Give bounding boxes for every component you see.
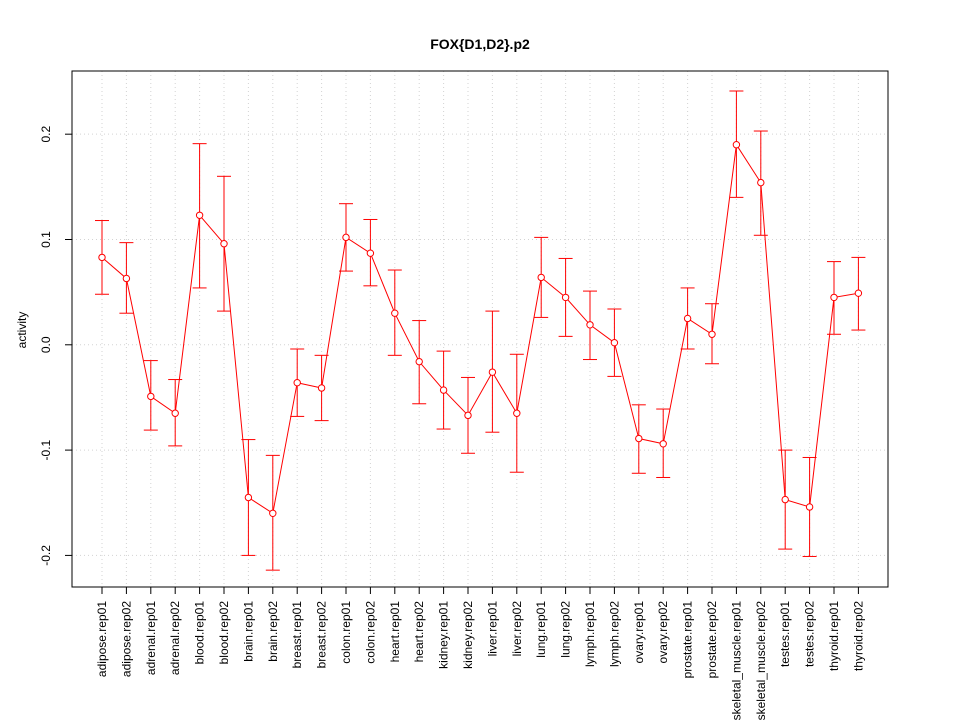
data-point [366, 249, 375, 257]
data-point [586, 321, 594, 329]
x-tick-label: kidney.rep02 [461, 601, 475, 669]
y-tick-label: 0.0 [39, 336, 53, 353]
data-point [439, 386, 448, 394]
y-tick-label: -0.1 [39, 439, 53, 460]
data-point [122, 274, 131, 283]
x-tick-label: thyroid.rep02 [851, 601, 865, 671]
data-point [317, 384, 326, 392]
x-tick-label: colon.rep02 [363, 601, 377, 664]
x-tick-label: blood.rep01 [193, 601, 207, 665]
x-tick-label: ovary.rep01 [632, 601, 646, 664]
x-tick-label: breast.rep01 [290, 601, 304, 669]
x-tick-label: blood.rep02 [217, 601, 231, 665]
x-tick-label: breast.rep02 [315, 601, 329, 669]
x-tick-label: adipose.rep01 [95, 601, 109, 677]
data-point [610, 338, 619, 347]
y-tick-label: -0.2 [39, 545, 53, 566]
data-point [708, 330, 716, 338]
x-axis: adipose.rep01 adipose.rep02 adrenal.rep01 a… [95, 586, 865, 720]
x-tick-label: colon.rep01 [339, 601, 353, 664]
data-point [391, 309, 399, 317]
x-tick-label: lymph.rep01 [583, 601, 597, 667]
x-tick-label: skeletal_muscle.rep02 [754, 601, 768, 720]
x-tick-label: ovary.rep02 [656, 601, 670, 664]
data-point [464, 411, 472, 420]
x-tick-label: liver.rep02 [510, 601, 524, 657]
data-point [147, 392, 155, 401]
series-line [101, 143, 859, 515]
data-point [659, 440, 667, 448]
x-tick-label: brain.rep02 [266, 601, 280, 662]
data-point [415, 357, 423, 366]
x-tick-label: testes.rep01 [778, 601, 792, 667]
data-point [757, 178, 765, 187]
x-tick-label: testes.rep02 [803, 601, 817, 667]
data-point [220, 240, 228, 248]
x-tick-label: liver.rep01 [485, 601, 499, 657]
y-tick-label: 0.1 [39, 231, 53, 248]
x-tick-label: skeletal_muscle.rep01 [729, 601, 743, 720]
data-point [732, 141, 741, 149]
data-point [513, 409, 521, 417]
data-point [171, 409, 179, 417]
x-tick-label: thyroid.rep01 [827, 601, 841, 671]
data-point [537, 273, 545, 282]
chart-title: FOX{D1,D2}.p2 [430, 36, 530, 52]
x-tick-label: kidney.rep01 [437, 601, 451, 669]
data-point [488, 368, 497, 376]
data-point [781, 495, 789, 504]
y-axis-label: activity [15, 312, 29, 349]
data-point [854, 289, 863, 297]
data-point [244, 493, 253, 502]
data-point [195, 211, 204, 219]
data-point [683, 314, 692, 323]
data-point [805, 503, 814, 511]
data-point [342, 233, 350, 242]
data-point [830, 293, 838, 302]
data-point [269, 509, 277, 517]
x-tick-label: prostate.rep01 [681, 601, 695, 679]
x-tick-label: heart.rep02 [412, 601, 426, 663]
y-axis: -0.2 -0.1 0.0 0.1 0.2 [39, 126, 72, 566]
y-tick-label: 0.2 [39, 126, 53, 143]
data-point [635, 434, 643, 443]
x-tick-label: adrenal.rep02 [168, 601, 182, 675]
x-tick-label: lung.rep02 [559, 601, 573, 658]
data-point [561, 293, 570, 302]
grid [72, 71, 888, 587]
x-tick-label: lung.rep01 [534, 601, 548, 658]
data-series [95, 90, 866, 571]
data-point [293, 379, 301, 387]
x-tick-label: lymph.rep02 [607, 601, 621, 667]
plot-frame [71, 70, 889, 588]
x-tick-label: adrenal.rep01 [144, 601, 158, 675]
x-tick-label: heart.rep01 [388, 601, 402, 663]
data-point [98, 253, 106, 262]
x-tick-label: adipose.rep02 [119, 601, 133, 677]
x-tick-label: prostate.rep02 [705, 601, 719, 679]
x-tick-label: brain.rep01 [241, 601, 255, 662]
